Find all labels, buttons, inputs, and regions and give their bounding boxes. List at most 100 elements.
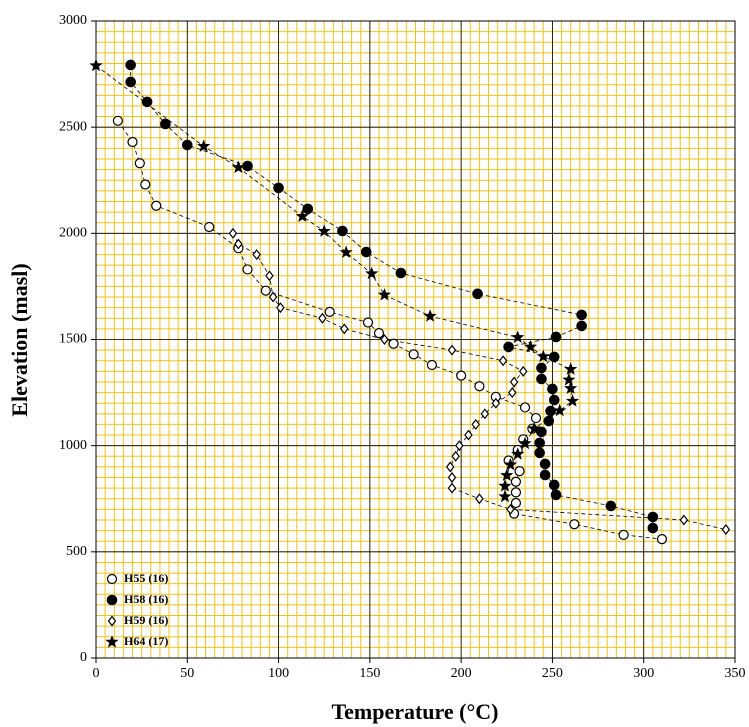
marker [89, 58, 103, 72]
marker [445, 461, 455, 473]
marker [324, 306, 335, 317]
marker [107, 615, 117, 627]
marker [511, 447, 525, 460]
marker [197, 139, 211, 152]
marker [530, 412, 542, 424]
marker [498, 479, 512, 492]
marker [456, 370, 467, 381]
y-tick-label: 3000 [59, 13, 87, 28]
marker [234, 238, 243, 250]
marker [340, 323, 349, 335]
x-tick-label: 350 [725, 666, 746, 681]
marker [388, 338, 399, 349]
marker [576, 309, 587, 321]
marker [550, 331, 562, 343]
marker [395, 267, 407, 279]
marker [112, 115, 124, 126]
marker [337, 225, 348, 237]
y-axis-title: Elevation (masl) [7, 263, 32, 416]
marker [471, 418, 481, 430]
y-tick-label: 1500 [59, 332, 87, 347]
marker [134, 158, 145, 169]
marker [534, 447, 545, 459]
x-tick-label: 0 [93, 666, 100, 681]
marker [362, 317, 374, 328]
marker [510, 476, 522, 487]
y-tick-label: 500 [66, 544, 87, 559]
marker [377, 287, 392, 301]
marker [536, 349, 550, 363]
marker [548, 479, 560, 491]
marker [506, 503, 515, 515]
marker [721, 524, 731, 536]
series-line [117, 120, 663, 540]
marker [447, 482, 457, 494]
marker [455, 440, 464, 452]
marker [548, 351, 560, 363]
marker [647, 522, 659, 534]
marker [647, 511, 659, 523]
marker [569, 519, 580, 530]
marker [536, 362, 547, 374]
marker [564, 362, 578, 375]
marker [423, 309, 437, 322]
x-tick-label: 150 [359, 666, 380, 681]
marker [514, 466, 525, 477]
legend-label: H59 (16) [124, 613, 168, 627]
marker [318, 312, 327, 324]
marker [565, 394, 580, 407]
marker [276, 302, 285, 314]
marker [503, 341, 514, 353]
marker [302, 203, 314, 215]
marker [519, 402, 531, 413]
marker [125, 76, 136, 88]
marker [265, 270, 274, 282]
marker [106, 573, 118, 585]
marker [181, 139, 193, 151]
marker [231, 160, 246, 174]
x-tick-label: 250 [542, 666, 563, 681]
legend-label: H64 (17) [124, 634, 168, 648]
series-line [95, 65, 573, 497]
marker [360, 246, 372, 258]
marker [510, 497, 522, 509]
marker [511, 330, 525, 343]
marker [339, 245, 353, 259]
marker [518, 436, 532, 450]
marker [500, 468, 514, 481]
marker [160, 118, 171, 130]
marker [618, 529, 629, 540]
marker [564, 381, 578, 394]
marker [491, 397, 501, 409]
marker [503, 457, 518, 471]
marker [498, 489, 512, 503]
marker [105, 635, 119, 648]
marker [553, 403, 567, 417]
marker [472, 288, 483, 300]
marker [228, 227, 238, 239]
x-tick-label: 200 [451, 666, 472, 681]
marker [656, 533, 668, 545]
marker [242, 264, 253, 275]
marker [464, 429, 473, 441]
y-tick-label: 0 [80, 650, 87, 665]
marker [527, 421, 541, 435]
marker [106, 594, 118, 606]
marker [534, 437, 545, 449]
y-tick-label: 2000 [59, 226, 87, 241]
marker [317, 224, 331, 237]
marker [140, 179, 151, 190]
marker [295, 209, 309, 222]
marker [408, 349, 419, 360]
marker [510, 487, 522, 498]
marker [545, 405, 556, 417]
marker [426, 359, 438, 371]
y-tick-label: 2500 [59, 119, 87, 134]
marker [548, 394, 560, 406]
marker [605, 500, 617, 512]
legend-label: H58 (16) [124, 592, 168, 606]
marker [539, 458, 551, 470]
marker [509, 376, 519, 388]
marker [474, 381, 485, 392]
